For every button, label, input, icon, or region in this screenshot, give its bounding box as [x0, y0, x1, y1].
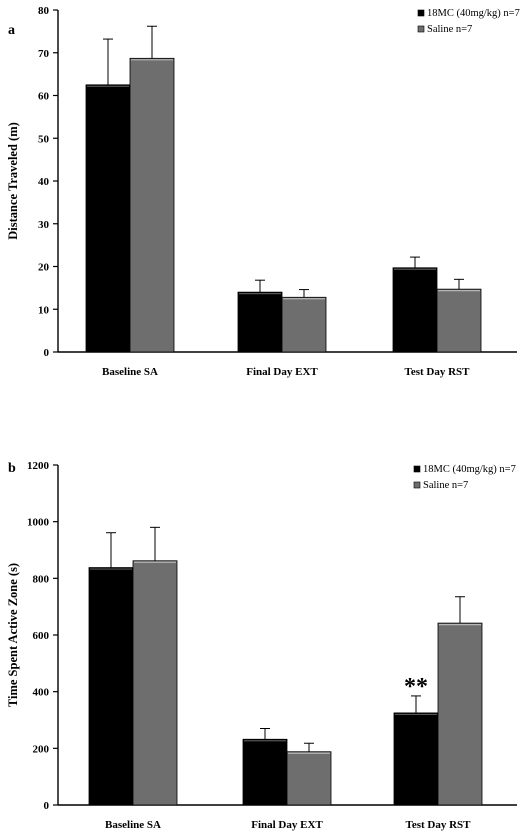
legend-label: 18MC (40mg/kg) n=7: [423, 464, 516, 475]
bar-18mc: [88, 567, 134, 806]
y-axis-title: Time Spent Active Zone (s): [6, 563, 20, 707]
legend-swatch: [417, 9, 425, 17]
legend-swatch: [413, 465, 421, 473]
significance-marker: **: [404, 674, 428, 700]
chart-panel-b: b 0 200 400 600 800 1000 1200 Time Spent Active …: [6, 460, 517, 831]
y-axis-title: Distance Traveled (m): [6, 122, 20, 240]
bar-18mc: [393, 712, 439, 806]
bar-saline: [436, 288, 482, 353]
legend-label: 18MC (40mg/kg) n=7: [427, 8, 520, 19]
legend-swatch: [413, 481, 421, 489]
y-tick-label: 1000: [27, 517, 50, 529]
bar-saline: [129, 57, 175, 353]
y-tick-label: 50: [38, 133, 50, 145]
x-category-label: Final Day EXT: [246, 366, 318, 378]
x-category-label: Baseline SA: [102, 366, 158, 378]
bar-saline: [437, 622, 483, 806]
y-tick-label: 40: [38, 176, 50, 188]
x-category-label: Final Day EXT: [251, 819, 323, 831]
x-category-label: Baseline SA: [105, 819, 161, 831]
y-tick-label: 80: [38, 5, 50, 17]
y-tick-label: 60: [38, 91, 50, 103]
bar-18mc: [242, 738, 288, 806]
y-tick-label: 800: [33, 573, 50, 585]
y-tick-label: 10: [38, 304, 50, 316]
bar-saline: [286, 751, 332, 806]
panel-label: a: [8, 23, 15, 38]
y-tick-label: 20: [38, 262, 50, 274]
y-tick-label: 200: [33, 743, 50, 755]
legend-label: Saline n=7: [427, 24, 472, 35]
y-tick-label: 0: [44, 800, 50, 812]
y-tick-label: 400: [33, 687, 50, 699]
bar-saline: [281, 296, 327, 353]
bar-18mc: [237, 291, 283, 353]
y-tick-label: 0: [44, 347, 50, 359]
bar-18mc: [85, 84, 131, 353]
y-tick-label: 30: [38, 219, 50, 231]
panel-label: b: [8, 461, 16, 476]
y-tick-label: 70: [38, 48, 50, 60]
bar-saline: [132, 560, 178, 806]
y-tick-label: 1200: [27, 460, 50, 472]
x-category-label: Test Day RST: [405, 366, 471, 378]
legend-label: Saline n=7: [423, 480, 468, 491]
x-category-label: Test Day RST: [406, 819, 472, 831]
y-tick-label: 600: [33, 630, 50, 642]
chart-panel-a: a 0 10 20 30 40 50 60 70 80 Distance Traveled (m) B…: [6, 5, 520, 378]
legend-swatch: [417, 25, 425, 33]
bar-18mc: [392, 267, 438, 353]
